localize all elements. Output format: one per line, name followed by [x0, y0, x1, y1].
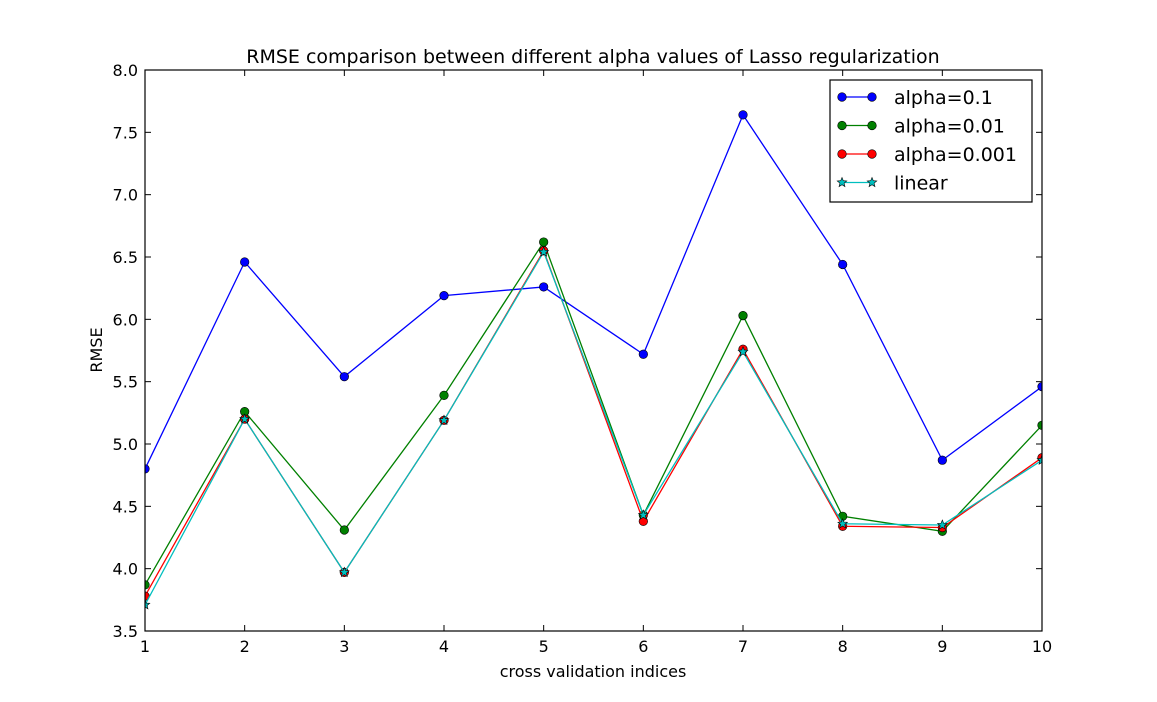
x-tick-label: 2 [240, 637, 250, 656]
y-tick-label: 5.5 [113, 373, 138, 392]
series-point-alpha=0.1 [838, 259, 848, 270]
x-tick-label: 4 [439, 637, 449, 656]
series-point-alpha=0.1 [339, 372, 349, 382]
x-tick-label: 3 [339, 637, 349, 656]
series-point-alpha=0.1 [738, 110, 748, 120]
y-tick-label: 5.0 [113, 435, 138, 454]
series-point-linear [145, 599, 151, 610]
series-point-alpha=0.1 [937, 455, 947, 465]
series-point-linear [538, 246, 550, 257]
legend-label: linear [894, 173, 948, 195]
series-point-linear [837, 517, 849, 529]
legend-marker [836, 176, 848, 188]
legend-marker [867, 92, 877, 102]
legend-marker [837, 149, 847, 159]
x-tick-label: 10 [1032, 637, 1052, 656]
legend-marker [866, 176, 878, 188]
x-tick-label: 7 [738, 637, 748, 656]
series-line-alpha=0.01 [145, 240, 1042, 586]
y-tick-label: 7.5 [113, 123, 138, 142]
series-point-linear [338, 566, 350, 578]
x-axis-label: cross validation indices [500, 662, 687, 681]
series-point-alpha=0.1 [539, 282, 549, 292]
series-point-alpha=0.01 [539, 237, 549, 247]
legend-label: alpha=0.001 [894, 144, 1017, 166]
series-point-linear [936, 519, 948, 530]
legend-marker [837, 92, 847, 102]
series-point-alpha=0.1 [439, 291, 449, 301]
y-tick-label: 6.5 [113, 248, 138, 267]
axes-frame [144, 69, 1043, 632]
y-tick-label: 3.5 [113, 622, 138, 641]
x-tick-label: 9 [937, 637, 947, 656]
series-point-linear [438, 414, 450, 426]
series-point-alpha=0.1 [240, 257, 250, 267]
series-point-alpha=0.1 [638, 349, 648, 359]
plot-area: 1 2 3 4 5 6 7 8 9 10 3.5 4.0 4.5 5.0 5.5 6.0 6.5 7.0 7.5 8.… [113, 61, 1053, 656]
legend-marker [867, 149, 877, 159]
x-tick-label: 1 [140, 637, 150, 656]
series-group [145, 110, 1042, 610]
y-tick-label: 4.0 [113, 560, 138, 579]
x-tick-label: 8 [838, 637, 848, 656]
legend-marker [837, 120, 847, 131]
series-point-alpha=0.1 [145, 464, 150, 474]
legend-marker [867, 120, 877, 131]
series-line-linear [145, 250, 1042, 606]
series-point-linear [239, 413, 251, 424]
y-tick-label: 7.0 [113, 186, 138, 205]
series-point-alpha=0.01 [339, 525, 349, 535]
series-point-linear [1036, 454, 1042, 465]
series-point-alpha=0.01 [145, 580, 150, 590]
x-tick-label: 6 [638, 637, 648, 656]
series-point-linear [737, 345, 749, 357]
legend-box [829, 79, 1033, 203]
series-point-alpha=0.01 [439, 390, 449, 400]
chart-title: RMSE comparison between different alpha … [246, 46, 939, 68]
series-line-alpha=0.1 [145, 113, 1042, 470]
y-tick-label: 4.5 [113, 497, 138, 516]
y-tick-label: 6.0 [113, 310, 138, 329]
y-axis-label: RMSE [87, 327, 106, 372]
series-point-linear [637, 509, 649, 520]
legend-label: alpha=0.1 [894, 87, 993, 109]
y-tick-label: 8.0 [113, 61, 138, 80]
legend-label: alpha=0.01 [894, 116, 1005, 138]
x-tick-label: 5 [539, 637, 549, 656]
series-point-alpha=0.01 [738, 310, 748, 321]
